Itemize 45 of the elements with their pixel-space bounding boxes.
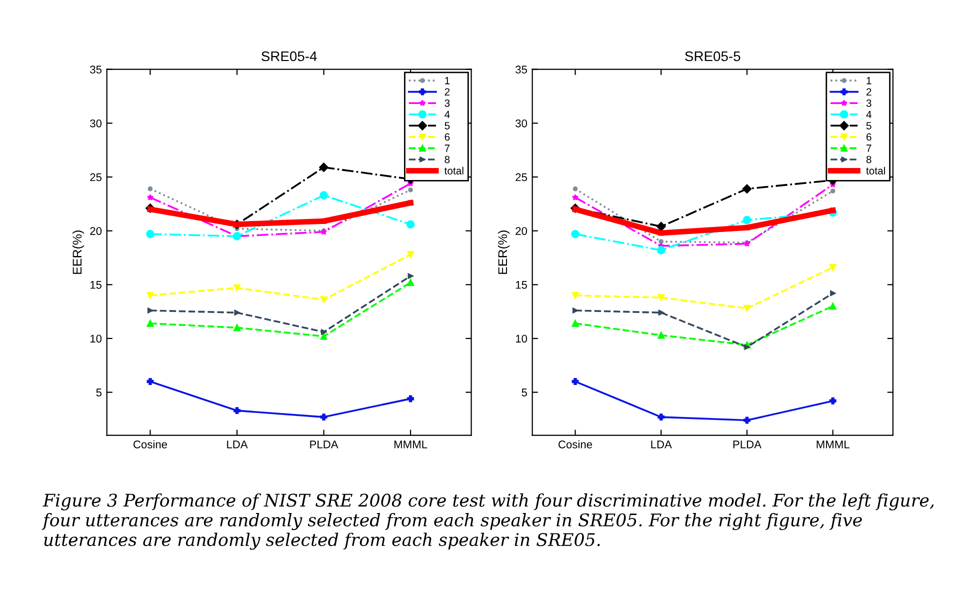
- y-axis-title: EER(%): [498, 230, 510, 274]
- y-tick-label: 20: [516, 227, 528, 235]
- legend-label: 8: [866, 156, 872, 164]
- y-tick-label: 10: [90, 334, 102, 343]
- y-tick-label: 35: [516, 66, 528, 74]
- y-tick-label: 5: [96, 388, 102, 396]
- legend-label: 8: [444, 156, 450, 164]
- legend-label: 4: [444, 110, 450, 118]
- x-tick-label: PLDA: [310, 440, 338, 448]
- y-tick-label: 25: [516, 173, 528, 182]
- x-tick-label: LDA: [651, 440, 672, 448]
- legend-label: 2: [444, 88, 450, 96]
- y-tick-label: 30: [516, 119, 528, 128]
- x-tick-label: PLDA: [733, 440, 762, 448]
- legend-label: 6: [444, 133, 450, 141]
- legend-label: 6: [866, 133, 872, 141]
- y-tick-label: 35: [90, 66, 102, 74]
- x-tick-label: Cosine: [134, 440, 168, 448]
- legend-label: 1: [445, 77, 450, 84]
- x-tick-label: MMML: [394, 440, 428, 448]
- chart-title: SRE05-5: [685, 51, 740, 62]
- x-tick-label: MMML: [816, 440, 850, 448]
- y-tick-label: 15: [516, 281, 528, 289]
- x-tick-label: Cosine: [558, 440, 592, 448]
- y-axis-title: EER(%): [72, 230, 84, 274]
- x-tick-label: LDA: [227, 440, 248, 448]
- legend-label: 1: [866, 77, 872, 84]
- legend-label: total: [444, 166, 464, 174]
- chart-title: SRE05-4: [262, 51, 317, 62]
- legend-label: 4: [866, 110, 872, 118]
- legend-label: 5: [444, 122, 450, 130]
- legend-label: 5: [866, 122, 872, 130]
- y-tick-label: 20: [90, 227, 102, 235]
- y-tick-label: 5: [522, 388, 528, 396]
- legend-label: 3: [444, 99, 450, 107]
- legend-label: total: [866, 166, 885, 174]
- y-tick-label: 15: [90, 281, 102, 289]
- legend-label: 2: [866, 88, 872, 96]
- y-tick-label: 25: [90, 173, 102, 182]
- y-tick-label: 30: [90, 119, 102, 128]
- legend-label: 7: [866, 144, 872, 152]
- legend-label: 3: [866, 99, 872, 107]
- legend-label: 7: [444, 144, 450, 152]
- caption: Figure 3 Performance of NIST SRE 2008 core test with four discriminative model. For the left figure, four utterances are randomly selected from each speaker in SRE05. For the right figure, five utterances are randomly selected from each speaker in SRE05.: [42, 493, 934, 550]
- y-tick-label: 10: [516, 334, 528, 343]
